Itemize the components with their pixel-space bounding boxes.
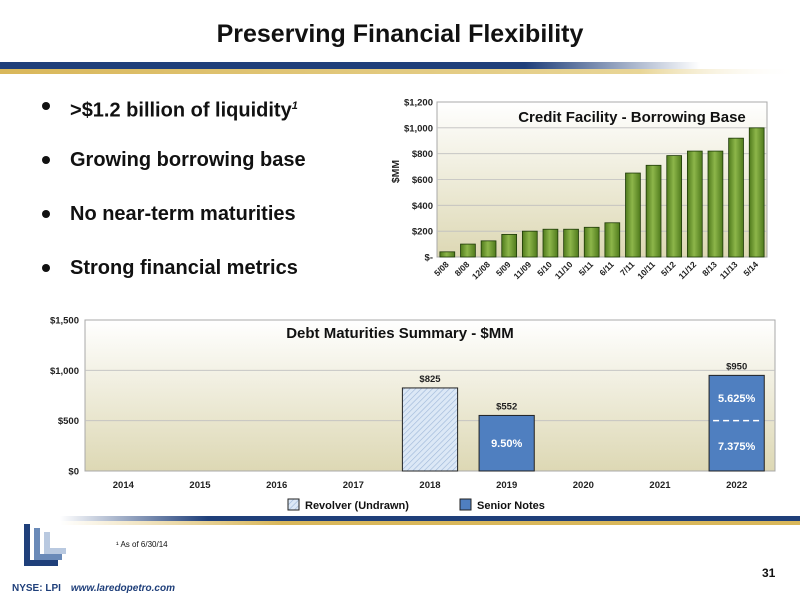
chart-title: Debt Maturities Summary - $MM: [286, 325, 514, 342]
bar: [460, 243, 476, 258]
x-tick-label: 8/13: [700, 259, 719, 278]
footer: NYSE: LPI www.laredopetro.com: [12, 583, 175, 594]
legend-swatch-senior-notes: [459, 498, 472, 511]
bar: [501, 233, 518, 258]
page-number: 31: [762, 566, 776, 580]
legend-label-senior-notes: Senior Notes: [477, 500, 545, 512]
bar: [439, 251, 456, 258]
bullet-item: No near-term maturities: [40, 196, 306, 250]
x-tick-label: 11/13: [718, 259, 740, 281]
y-tick-label: $800: [412, 149, 433, 160]
segment-label: 7.375%: [718, 441, 756, 453]
bar: [666, 155, 683, 258]
x-tick-label: 8/08: [453, 259, 472, 278]
x-tick-label: 10/11: [635, 259, 657, 281]
x-tick-label: 11/09: [511, 259, 533, 281]
y-tick-label: $400: [412, 201, 433, 212]
bar: [604, 222, 621, 258]
data-label: $950: [726, 361, 747, 372]
x-tick-label: 6/11: [597, 259, 616, 278]
x-tick-label: 5/11: [577, 259, 596, 278]
y-tick-label: $0: [68, 467, 79, 478]
legend-swatch-revolver: [287, 498, 300, 511]
bar: [686, 150, 703, 258]
x-tick-label: 2019: [496, 480, 517, 491]
x-tick-label: 5/09: [494, 259, 513, 278]
header-band: [0, 62, 800, 74]
y-tick-label: $1,200: [404, 98, 433, 109]
y-axis-title: $MM: [390, 160, 402, 184]
data-label: $552: [496, 401, 517, 412]
x-tick-label: 2022: [726, 480, 747, 491]
y-tick-label: $1,000: [50, 366, 79, 377]
website-url[interactable]: www.laredopetro.com: [70, 583, 175, 594]
x-tick-label: 11/10: [553, 259, 575, 281]
x-tick-label: 2014: [113, 480, 135, 491]
bar: [707, 150, 724, 258]
bar: [728, 137, 744, 258]
bar-revolver: [401, 387, 459, 472]
bullet-item: Growing borrowing base: [40, 142, 306, 196]
bar-senior-notes: [708, 374, 765, 472]
x-tick-label: 5/12: [659, 259, 678, 278]
bar: [645, 164, 662, 258]
y-tick-label: $200: [412, 227, 433, 238]
x-tick-label: 7/11: [618, 259, 637, 278]
legend-label-revolver: Revolver (Undrawn): [305, 500, 409, 512]
y-tick-label: $600: [412, 175, 433, 186]
x-tick-label: 2020: [573, 480, 594, 491]
borrowing-base-chart: $- $200 $400 $600 $800 $1,000 $1,200 $MM 5/08 8/0…: [390, 98, 768, 281]
chart-title: Credit Facility - Borrowing Base: [518, 109, 746, 126]
debt-maturities-chart: $0 $500 $1,000 $1,500 2014 2015 2016 2017 2018 20…: [50, 316, 776, 512]
x-tick-label: 5/10: [535, 259, 554, 278]
x-tick-label: 2021: [649, 480, 671, 491]
company-logo: [24, 524, 66, 566]
data-label: $825: [419, 374, 441, 385]
x-tick-label: 2016: [266, 480, 287, 491]
y-tick-label: $-: [425, 253, 433, 264]
bar-senior-notes: [478, 414, 535, 472]
y-tick-label: $1,500: [50, 316, 79, 327]
footer-band: [60, 516, 800, 525]
x-tick-label: 5/14: [741, 259, 760, 278]
bullet-item: Strong financial metrics: [40, 250, 306, 304]
slide-title: Preserving Financial Flexibility: [216, 20, 584, 48]
x-tick-label: 2017: [343, 480, 364, 491]
segment-label: 9.50%: [491, 438, 522, 450]
bullet-list: >$1.2 billion of liquidity1 Growing borr…: [40, 88, 306, 304]
y-tick-label: $500: [58, 416, 79, 427]
bar: [625, 172, 641, 258]
bar: [748, 127, 765, 258]
bar: [542, 228, 559, 258]
x-tick-label: 5/08: [432, 259, 451, 278]
bar: [480, 240, 497, 258]
bar: [583, 226, 600, 258]
x-tick-label: 2015: [189, 480, 211, 491]
segment-label: 5.625%: [718, 393, 756, 405]
x-tick-label: 12/08: [470, 259, 492, 281]
x-tick-label: 2018: [419, 480, 440, 491]
footnote: ¹ As of 6/30/14: [116, 540, 168, 549]
x-tick-label: 11/12: [676, 259, 698, 281]
bar: [521, 230, 538, 258]
y-tick-label: $1,000: [404, 123, 433, 134]
ticker: NYSE: LPI: [12, 583, 61, 594]
bar: [563, 228, 579, 258]
bullet-item: >$1.2 billion of liquidity1: [40, 88, 306, 142]
